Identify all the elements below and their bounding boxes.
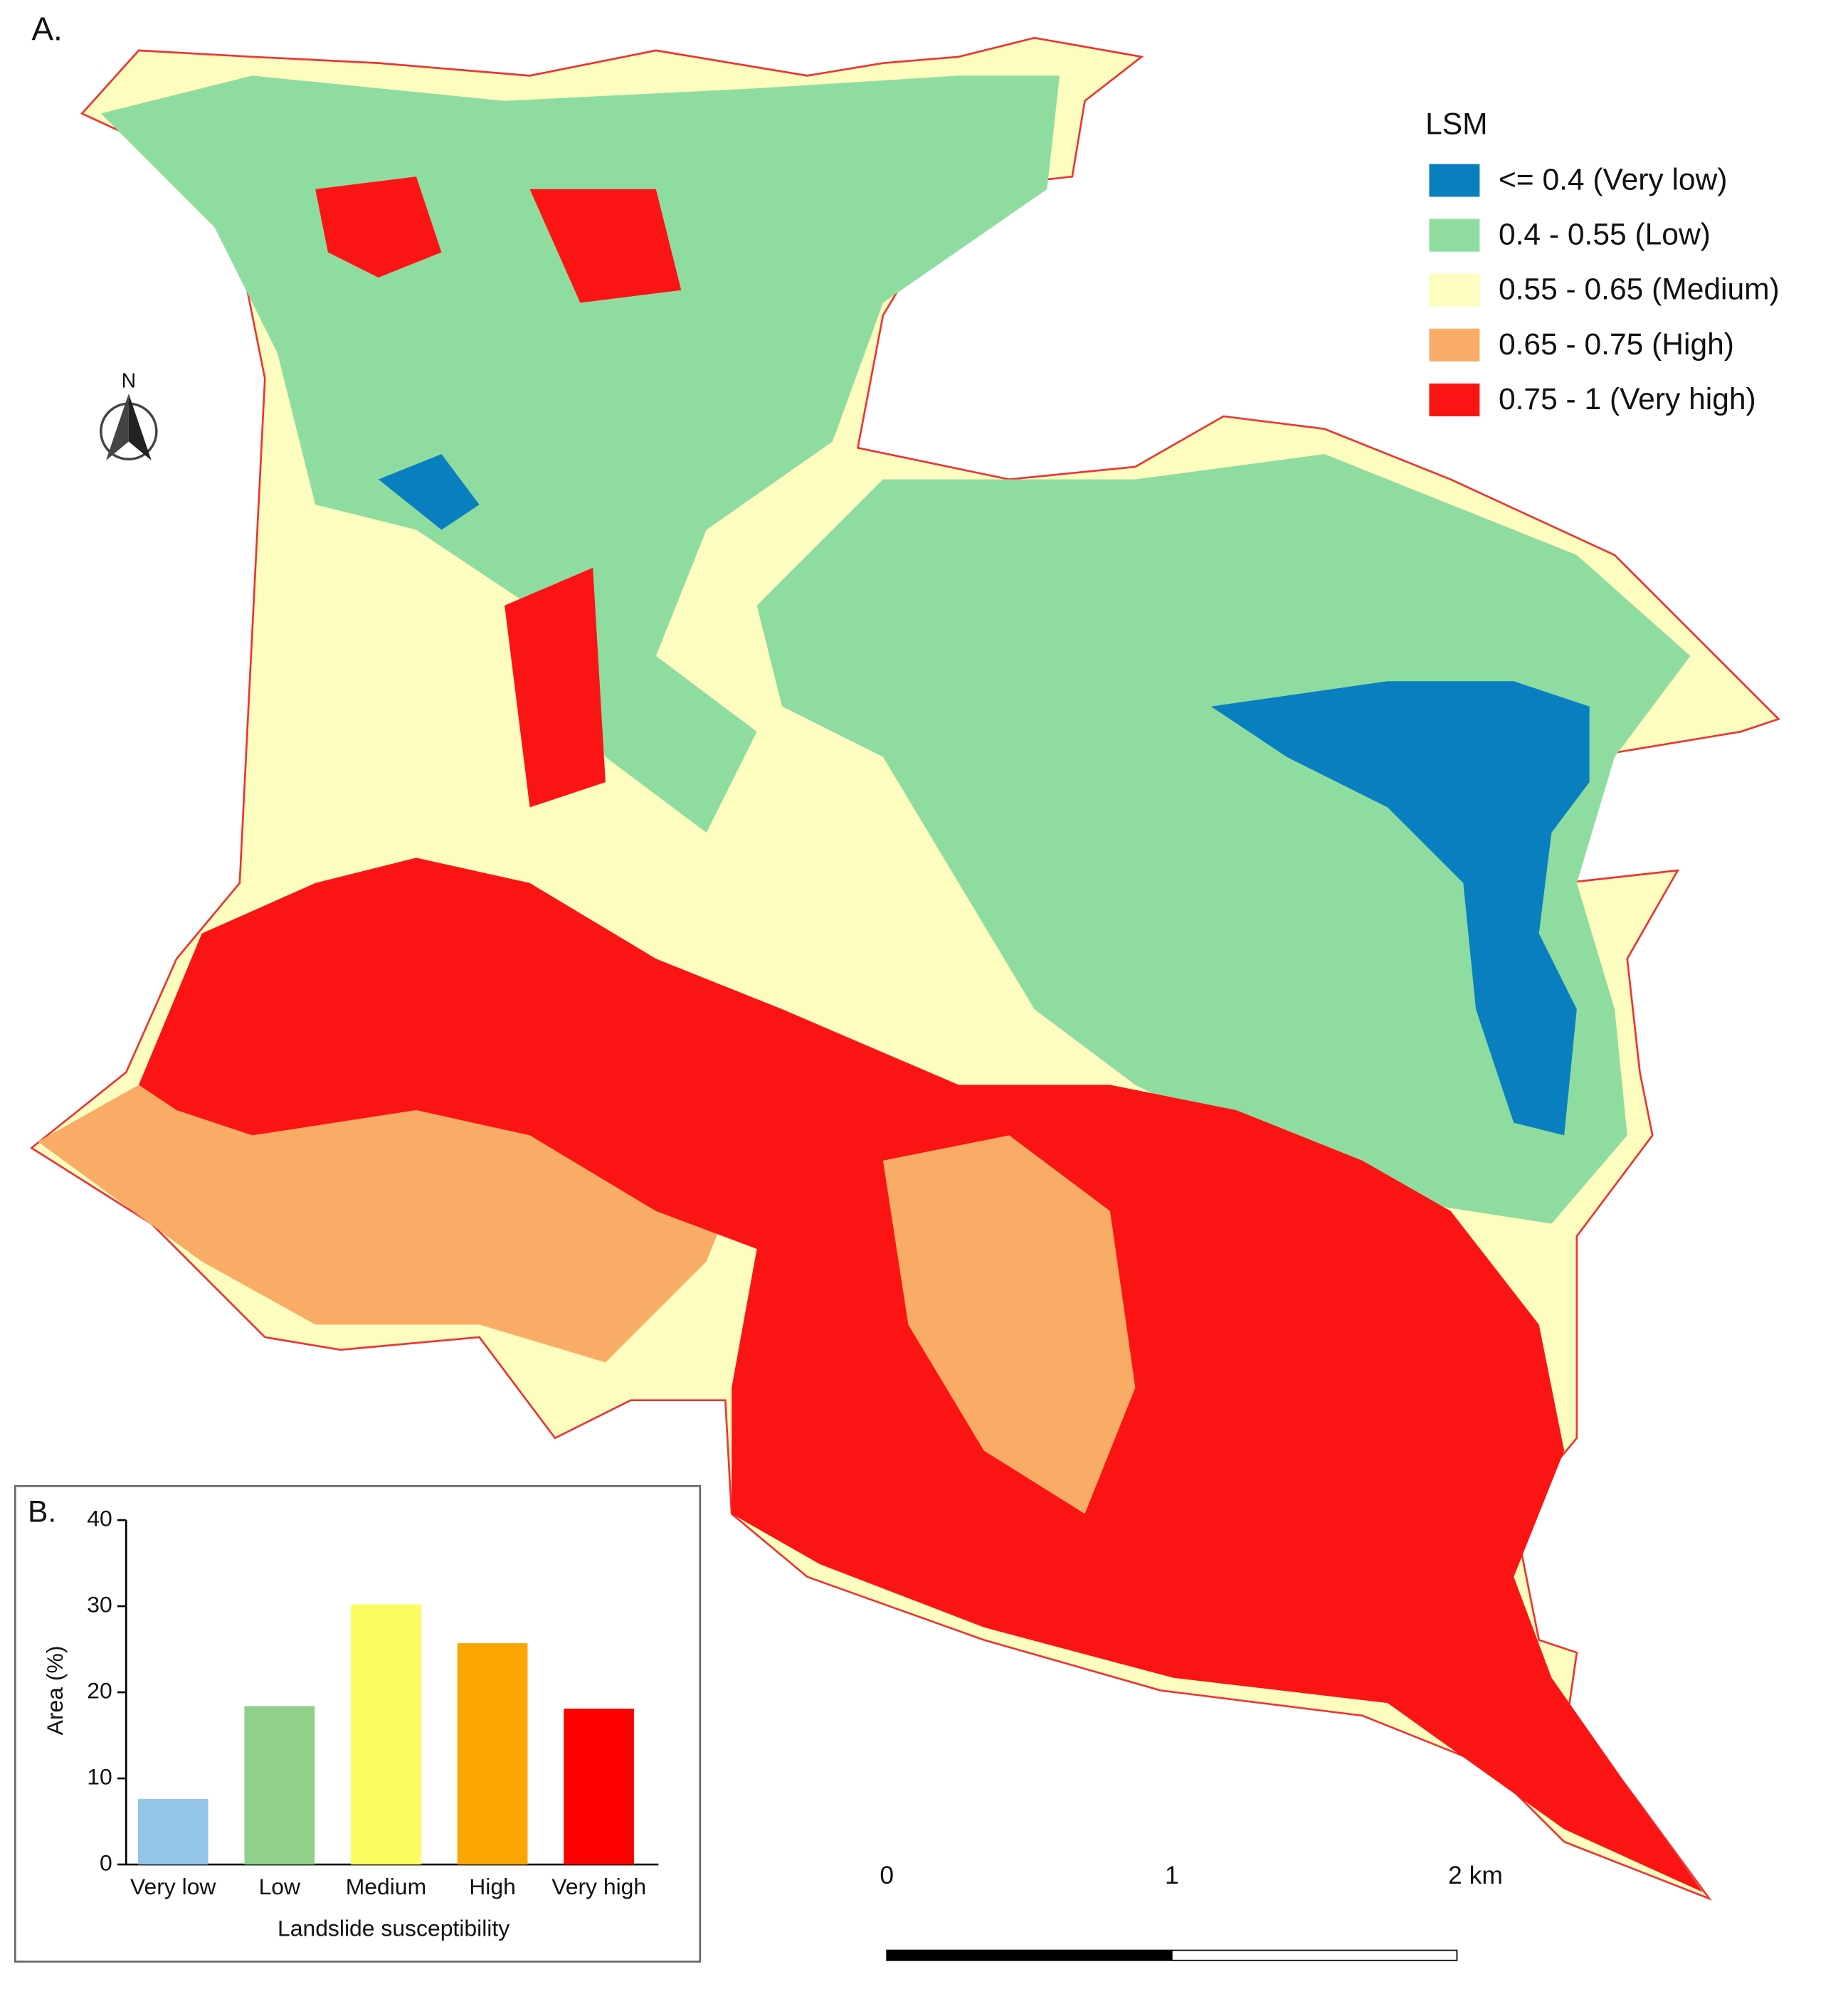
bar <box>351 1604 421 1865</box>
panel-label: B. <box>28 1494 56 1529</box>
legend-swatch <box>1429 328 1480 362</box>
legend-swatch <box>1429 164 1480 197</box>
x-tick-label: Very low <box>130 1874 216 1899</box>
bar-chart: B. Landslide susceptibility Area (%) 0 10… <box>14 1484 702 1963</box>
y-tick-label: 40 <box>87 1506 112 1531</box>
map-zone-very-low <box>378 454 480 530</box>
bar <box>137 1799 208 1865</box>
legend-label: 0.55 - 0.65 (Medium) <box>1499 273 1780 307</box>
map-zone-low <box>100 75 1060 833</box>
scale-bar-white <box>1171 1949 1458 1961</box>
north-arrow: N <box>100 370 158 461</box>
legend-swatch <box>1429 273 1480 307</box>
y-tick-label: 20 <box>87 1677 112 1703</box>
bar <box>564 1709 635 1865</box>
panel-label: A. <box>31 10 63 47</box>
legend-label: 0.75 - 1 (Very high) <box>1499 382 1756 416</box>
north-label: N <box>122 370 136 393</box>
map <box>30 36 1780 1901</box>
y-tick-label: 10 <box>87 1763 112 1789</box>
scale-bar: 0 1 2 km <box>880 1861 1503 1961</box>
map-zone-very-high <box>315 176 442 278</box>
legend-swatch <box>1429 383 1480 416</box>
map-zone-very-high <box>505 567 606 808</box>
y-tick-label: 30 <box>87 1591 112 1617</box>
map-zone-high <box>882 1135 1136 1514</box>
scale-label: 1 <box>1165 1861 1179 1889</box>
scale-bar-black <box>886 1949 1173 1961</box>
x-tick-label: Medium <box>346 1874 426 1899</box>
legend: LSM <= 0.4 (Very low) 0.4 - 0.55 (Low) 0.5… <box>1425 107 1780 416</box>
y-tick-label: 0 <box>100 1850 112 1875</box>
legend-label: 0.4 - 0.55 (Low) <box>1499 218 1711 252</box>
x-tick-label: Low <box>259 1874 301 1899</box>
legend-swatch <box>1429 218 1480 252</box>
scale-label: 0 <box>880 1861 894 1889</box>
legend-title: LSM <box>1425 107 1487 142</box>
north-arrow-right <box>128 394 152 461</box>
legend-label: 0.65 - 0.75 (High) <box>1499 327 1734 362</box>
scale-label: 2 km <box>1448 1861 1503 1889</box>
y-axis-label: Area (%) <box>42 1645 68 1735</box>
x-axis-label: Landslide susceptibility <box>278 1916 509 1941</box>
x-tick-label: Very high <box>551 1874 646 1899</box>
x-tick-label: High <box>469 1874 516 1899</box>
map-zone-very-high <box>139 858 1704 1893</box>
map-zone-very-low <box>1210 681 1590 1136</box>
map-zone-low <box>756 454 1691 1224</box>
bar <box>244 1706 315 1865</box>
bar <box>457 1643 528 1865</box>
legend-label: <= 0.4 (Very low) <box>1499 163 1728 197</box>
